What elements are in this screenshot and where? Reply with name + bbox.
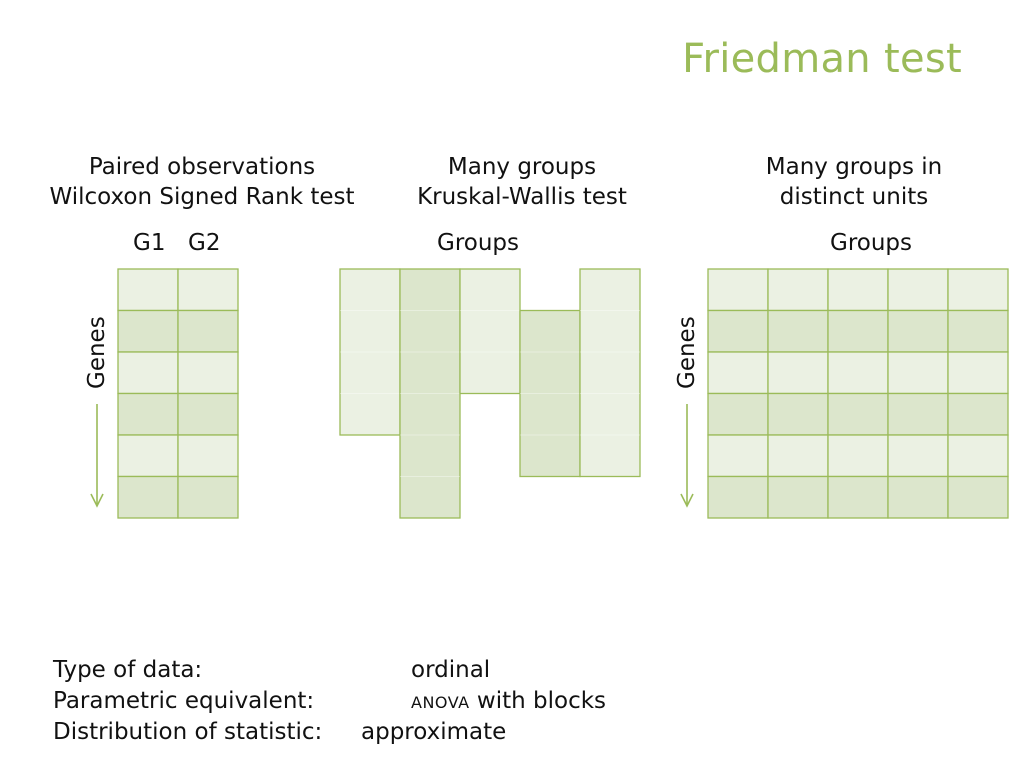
block-cell [767,434,829,478]
group-column [579,268,641,478]
summary-value-distribution: approximate [361,719,507,745]
groups-columns [339,268,641,519]
block-cell [827,309,889,353]
panel-1-header: Paired observations Wilcoxon Signed Rank… [22,152,382,212]
block-cell [767,392,829,436]
summary-label-distribution: Distribution of statistic: [53,719,323,745]
group-column [339,268,401,436]
block-cell [827,268,889,312]
paired-cell [177,392,239,436]
block-cell [887,392,949,436]
col-label-g2: G2 [188,230,221,256]
panel-2-header: Many groups Kruskal-Wallis test [392,152,652,212]
genes-arrows [90,404,694,508]
block-cell [707,351,769,395]
summary-value-with-blocks: with blocks [469,688,607,714]
group-column [399,268,461,519]
paired-cell [177,268,239,312]
group-column [519,309,581,478]
blocks-grid [707,268,1009,519]
paired-cell [177,351,239,395]
block-cell [947,392,1009,436]
block-cell [827,434,889,478]
paired-cell [117,434,179,478]
summary-labels: Type of data: Parametric equivalent: Dis… [53,655,322,748]
block-cell [707,268,769,312]
paired-cell [177,475,239,519]
summary-label-parametric: Parametric equivalent: [53,688,315,714]
paired-cell [117,309,179,353]
block-cell [707,475,769,519]
block-cell [887,268,949,312]
block-cell [767,475,829,519]
block-cell [767,268,829,312]
block-cell [947,309,1009,353]
block-cell [827,351,889,395]
block-cell [947,268,1009,312]
panel-3-line1: Many groups in [765,154,943,180]
paired-cell [117,392,179,436]
block-cell [887,309,949,353]
paired-cell [117,268,179,312]
block-cell [947,351,1009,395]
paired-cell [177,434,239,478]
panel-2-groups-label: Groups [437,230,520,256]
block-cell [947,475,1009,519]
paired-cell [177,309,239,353]
block-cell [887,351,949,395]
block-cell [887,475,949,519]
block-cell [707,434,769,478]
block-cell [887,434,949,478]
summary-value-parametric: anova with blocks [411,686,606,718]
block-cell [707,392,769,436]
summary-label-type: Type of data: [53,657,203,683]
col-label-g1: G1 [133,230,166,256]
panel-3-line2: distinct units [779,184,929,210]
panel-3-groups-label: Groups [830,230,913,256]
group-column [459,268,521,395]
panel-2-line1: Many groups [447,154,597,180]
block-cell [827,475,889,519]
paired-cell [117,351,179,395]
block-cell [707,309,769,353]
panel-3-header: Many groups in distinct units [724,152,984,212]
slide-title: Friedman test [682,36,962,82]
block-cell [767,309,829,353]
panel-1-line1: Paired observations [88,154,316,180]
paired-grid [117,268,239,519]
block-cell [767,351,829,395]
genes-arrow-3 [680,404,694,508]
genes-arrow-1 [90,404,104,508]
paired-cell [117,475,179,519]
panel-2-line2: Kruskal-Wallis test [417,184,627,210]
summary-value-type: ordinal [411,657,491,683]
block-cell [947,434,1009,478]
block-cell [827,392,889,436]
panel-1-line2: Wilcoxon Signed Rank test [49,184,355,210]
summary-value-anova: anova [411,693,470,712]
